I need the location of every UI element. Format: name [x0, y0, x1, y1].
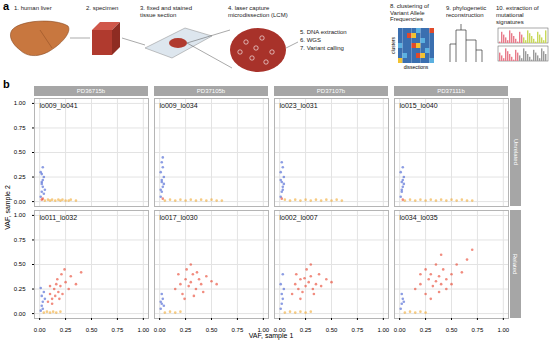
svg-text:0.25: 0.25: [180, 327, 192, 333]
svg-text:0.25: 0.25: [60, 327, 72, 333]
svg-text:0.00: 0.00: [14, 311, 26, 317]
html-text:PD37107b: PD37107b: [316, 88, 346, 94]
svg-text:tissue section: tissue section: [140, 12, 176, 18]
svg-text:1.00: 1.00: [377, 327, 389, 333]
svg-text:dissections: dissections: [404, 64, 429, 70]
svg-text:4. laser capture: 4. laser capture: [228, 5, 270, 11]
svg-text:6. WGS: 6. WGS: [300, 37, 321, 43]
svg-text:lo034_lo035: lo034_lo035: [400, 214, 438, 222]
html-text:Unrelated: Unrelated: [512, 139, 519, 165]
svg-text:lo009_lo034: lo009_lo034: [160, 102, 198, 110]
svg-text:0.25: 0.25: [300, 327, 312, 333]
svg-text:0.50: 0.50: [446, 327, 458, 333]
svg-text:0.00: 0.00: [34, 327, 46, 333]
svg-text:0.75: 0.75: [14, 125, 26, 131]
svg-text:clusters: clusters: [390, 36, 396, 54]
svg-text:0.75: 0.75: [232, 327, 244, 333]
svg-text:5. DNA extraction: 5. DNA extraction: [300, 29, 347, 35]
svg-text:1.00: 1.00: [14, 100, 26, 106]
svg-text:lo023_lo031: lo023_lo031: [280, 102, 318, 110]
svg-text:0.50: 0.50: [86, 327, 98, 333]
html-text:b: b: [3, 78, 10, 90]
svg-text:lo015_lo040: lo015_lo040: [400, 102, 438, 110]
svg-text:lo009_lo041: lo009_lo041: [40, 102, 78, 110]
html-text:PD37105b: PD37105b: [196, 88, 226, 94]
svg-text:2. specimen: 2. specimen: [86, 5, 118, 11]
svg-text:0.75: 0.75: [14, 237, 26, 243]
svg-text:0.00: 0.00: [14, 199, 26, 205]
svg-text:1.00: 1.00: [497, 327, 509, 333]
svg-text:10. extraction of: 10. extraction of: [496, 5, 539, 11]
svg-text:0.25: 0.25: [420, 327, 432, 333]
svg-text:microdissection (LCM): microdissection (LCM): [228, 12, 288, 18]
svg-text:0.50: 0.50: [14, 149, 26, 155]
svg-text:7. Variant calling: 7. Variant calling: [300, 45, 344, 51]
svg-text:9. phylogenetic: 9. phylogenetic: [446, 5, 486, 11]
svg-text:lo011_lo032: lo011_lo032: [40, 214, 78, 222]
svg-text:0.75: 0.75: [472, 327, 484, 333]
svg-text:0.75: 0.75: [112, 327, 124, 333]
svg-text:1.00: 1.00: [14, 212, 26, 218]
svg-text:8. clustering of: 8. clustering of: [390, 3, 429, 9]
svg-text:reconstruction: reconstruction: [446, 12, 484, 18]
svg-text:0.50: 0.50: [326, 327, 338, 333]
svg-text:1. human liver: 1. human liver: [14, 5, 52, 11]
html-text:VAF, sample 1: VAF, sample 1: [248, 332, 294, 339]
svg-text:0.50: 0.50: [14, 261, 26, 267]
svg-text:lo017_lo030: lo017_lo030: [160, 214, 198, 222]
svg-text:0.25: 0.25: [14, 174, 26, 180]
svg-text:0.00: 0.00: [394, 327, 406, 333]
svg-text:1.00: 1.00: [257, 327, 269, 333]
html-text:PD37111b: PD37111b: [437, 88, 465, 94]
svg-text:signatures: signatures: [496, 19, 524, 25]
svg-text:Variant Allele: Variant Allele: [390, 10, 425, 16]
svg-text:a: a: [3, 0, 10, 12]
html-text:Related: Related: [512, 253, 519, 275]
html-text:VAF, sample 2: VAF, sample 2: [3, 185, 11, 230]
svg-text:Frequencies: Frequencies: [390, 16, 423, 22]
svg-text:1.00: 1.00: [137, 327, 149, 333]
svg-text:0.00: 0.00: [274, 327, 286, 333]
svg-text:0.00: 0.00: [154, 327, 166, 333]
svg-text:0.75: 0.75: [352, 327, 364, 333]
svg-text:0.50: 0.50: [206, 327, 218, 333]
svg-text:lo002_lo007: lo002_lo007: [280, 214, 318, 222]
html-text:PD36715b: PD36715b: [76, 88, 106, 94]
svg-text:mutational: mutational: [496, 12, 524, 18]
svg-text:0.25: 0.25: [14, 286, 26, 292]
svg-text:3. fixed and stained: 3. fixed and stained: [140, 5, 192, 11]
